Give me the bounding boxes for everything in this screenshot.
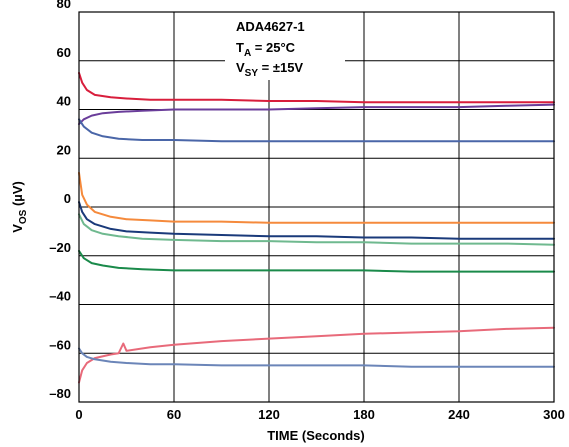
y-axis-label: VOS (µV) [10,181,29,233]
annotation-line-2: TA = 25°C [236,40,296,59]
series-line-7 [78,249,555,273]
series-line-3 [78,118,555,143]
annotation-box: ADA4627-1 TA = 25°C VSY = ±15V [236,19,305,79]
series-line-4 [78,171,555,224]
series-layer [78,71,555,384]
series-line-8 [78,326,555,384]
series-line-6 [78,213,555,246]
y-tick-label: 60 [57,45,71,60]
y-axis-label-unit: (µV) [10,181,25,209]
series-line-9 [78,347,555,368]
annotation-line-2-rest: = 25°C [251,40,295,55]
y-tick-label: –80 [49,386,71,401]
x-tick-label: 60 [167,407,181,422]
y-tick-label: 20 [57,142,71,157]
annotation-line-2-main: T [236,40,244,55]
x-tick-label: 0 [75,407,82,422]
y-tick-label: 0 [64,191,71,206]
x-tick-label: 180 [353,407,375,422]
y-tick-label: –20 [49,240,71,255]
annotation-line-3: VSY = ±15V [236,60,303,79]
x-tick-label: 240 [448,407,470,422]
x-axis-label: TIME (Seconds) [267,428,365,443]
series-line-5 [78,201,555,240]
y-axis-label-main: V [10,224,25,233]
annotation-line-3-sub: SY [245,68,259,79]
tick-label-layer: 0 60 120 180 240 300 80 60 40 20 0 –20 –40 –60 –80 [49,0,565,422]
y-tick-label: 80 [57,0,71,11]
y-tick-label: 40 [57,94,71,109]
series-line-2 [78,103,555,126]
x-tick-label: 300 [543,407,565,422]
annotation-line-3-main: V [236,60,245,75]
annotation-line-3-rest: = ±15V [258,60,303,75]
series-line-1 [78,71,555,104]
y-axis-label-sub: OS [18,209,29,224]
x-tick-label: 120 [258,407,280,422]
annotation-background [225,12,345,80]
plot-frame [78,11,555,403]
y-tick-label: –40 [49,289,71,304]
annotation-line-2-sub: A [244,48,251,59]
annotation-line-1: ADA4627-1 [236,19,305,34]
y-tick-label: –60 [49,337,71,352]
